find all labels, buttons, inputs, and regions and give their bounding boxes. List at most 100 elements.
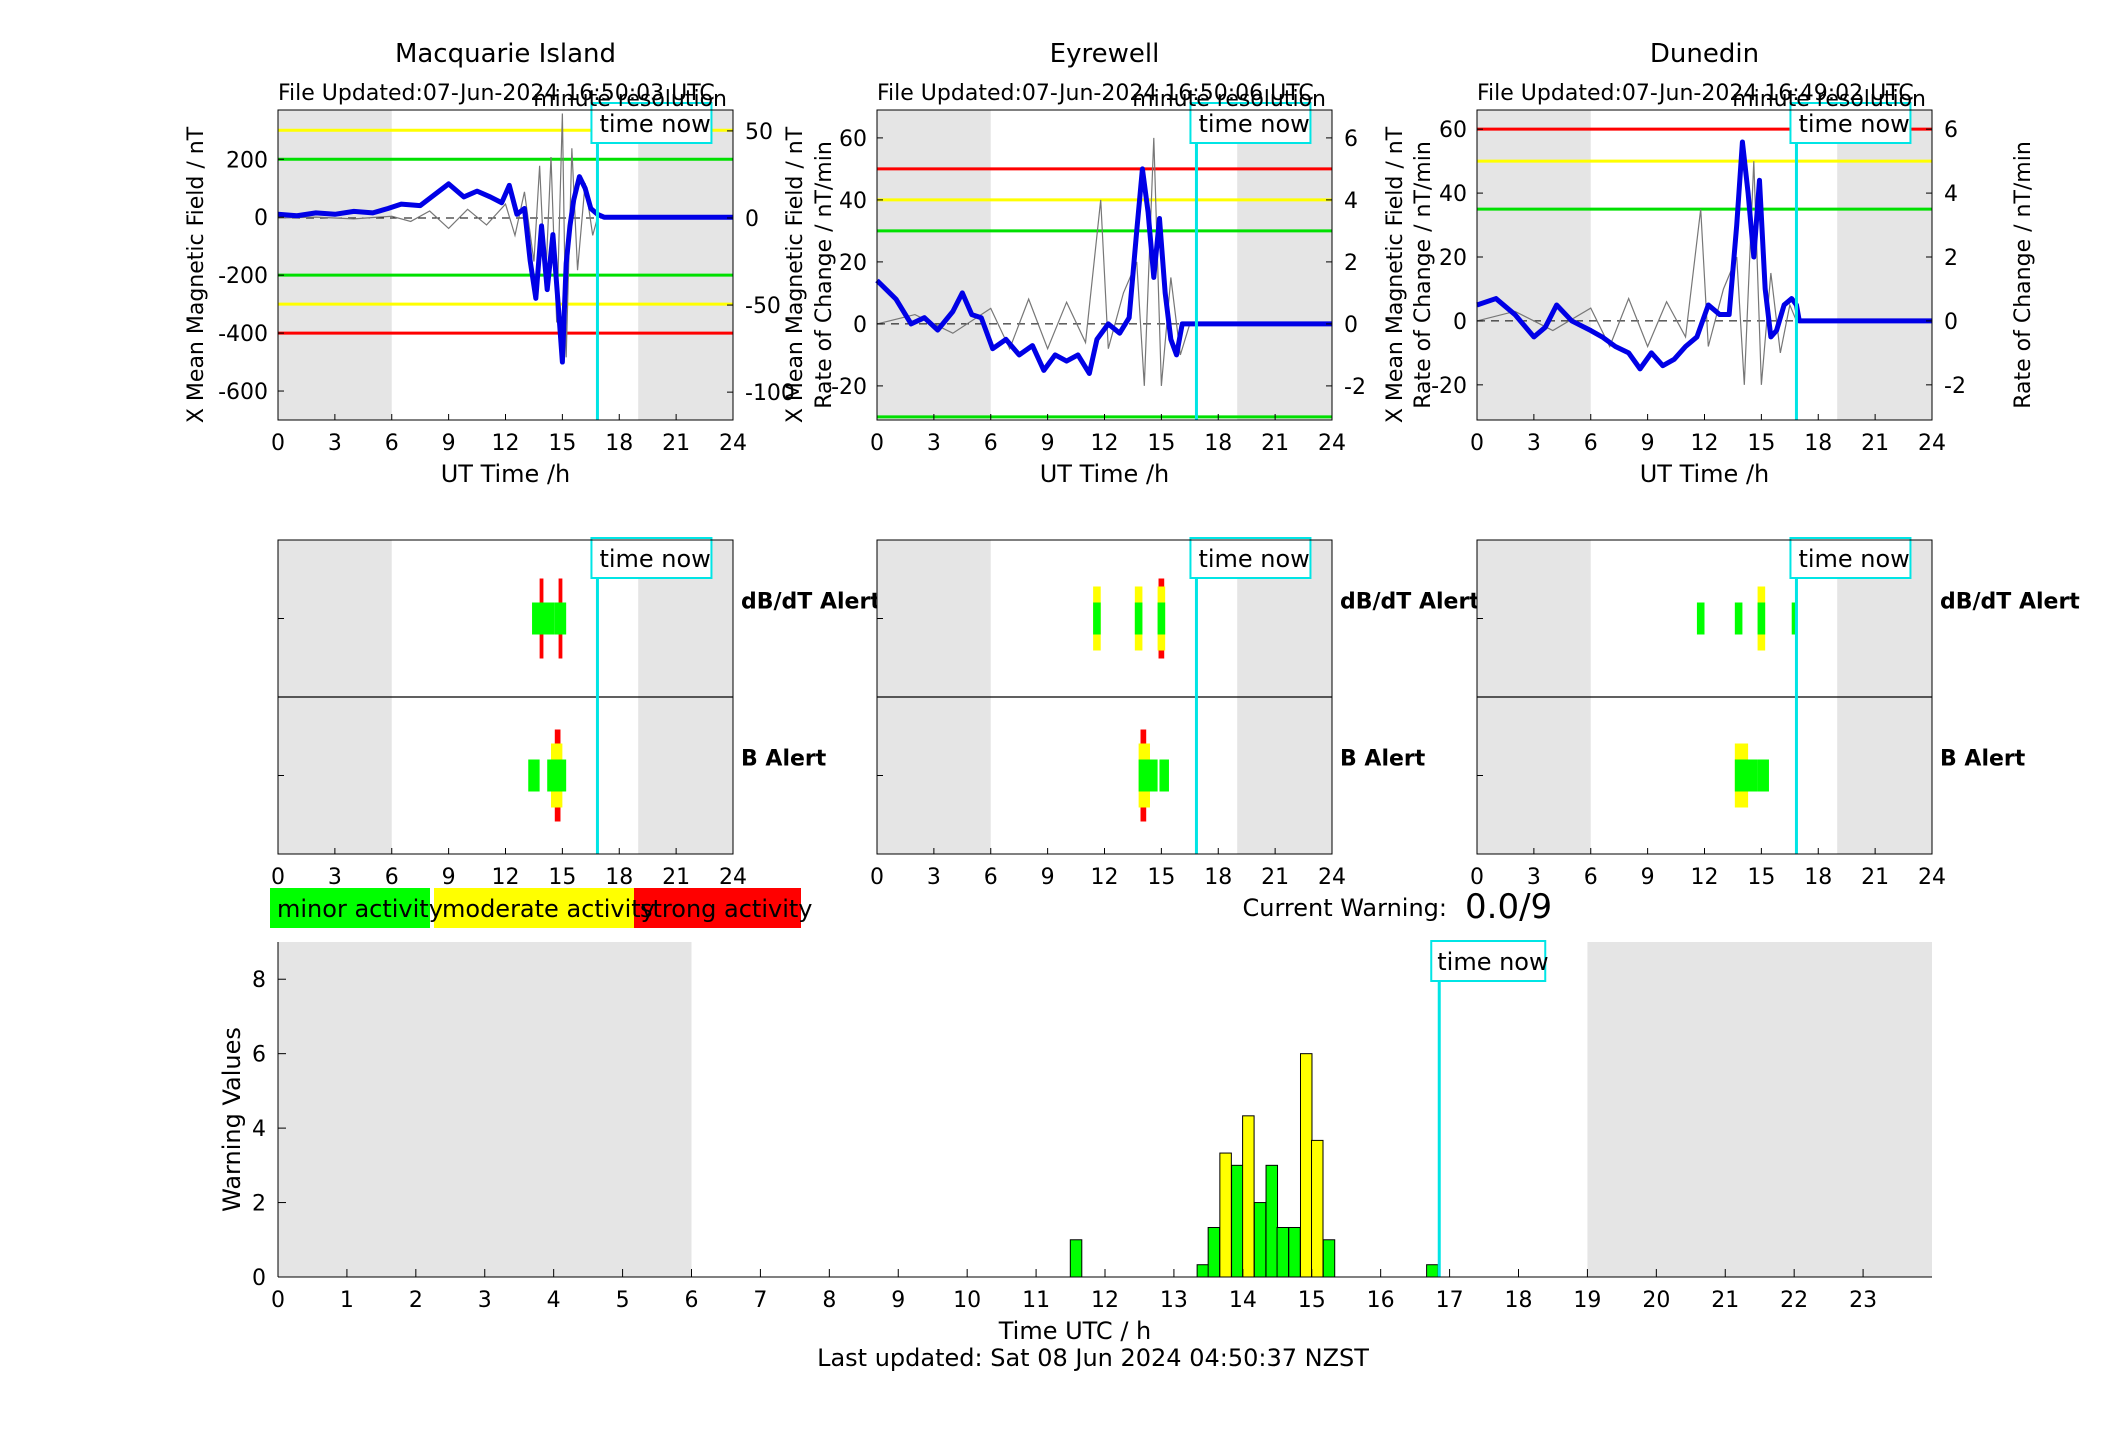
ddt-alert-bar-minor [1757,602,1766,635]
y-right-tick-label: 2 [1344,251,1358,276]
warning-bar [1219,1152,1232,1278]
alert-x-tick-label: 12 [1091,865,1119,890]
x-axis-label: UT Time /h [1040,460,1170,488]
y-right-tick-label: -50 [745,294,781,319]
ddt-alert-bar-minor [554,602,567,635]
x-tick-label: 0 [271,431,285,456]
y-left-tick-label: 0 [254,206,268,231]
summary-x-tick-label: 11 [1022,1288,1050,1313]
ddt-alert-bar-minor [1157,602,1166,635]
warning-bar [1299,1053,1313,1278]
warning-bar [1265,1164,1279,1278]
y-right-tick-label: 6 [1344,127,1358,152]
alert-x-tick-label: 21 [1261,865,1289,890]
resolution-label: minute resolution [533,87,727,112]
y-left-tick-label: 0 [1453,310,1467,335]
summary-night-shade [1587,942,1932,1277]
alert-x-tick-label: 3 [927,865,941,890]
alert-x-tick-label: 24 [719,865,747,890]
y-left-axis-label: X Mean Magnetic Field / nT [783,126,808,423]
x-tick-label: 3 [328,431,342,456]
x-tick-label: 15 [1147,431,1175,456]
b-alert-label: B Alert [1940,747,2026,772]
ddt-alert-bar-minor [1093,602,1101,635]
y-left-tick-label: -400 [218,322,268,347]
night-shade-right [1837,110,1932,420]
summary-y-tick-label: 4 [252,1117,266,1142]
summary-x-tick-label: 17 [1436,1288,1464,1313]
summary-x-tick-label: 21 [1711,1288,1739,1313]
x-tick-label: 12 [1091,431,1119,456]
time-now-label: time now [1198,110,1309,138]
mean-field-series [875,166,1332,376]
x-tick-label: 18 [605,431,633,456]
alert-x-tick-label: 9 [442,865,456,890]
time-now-label: time now [1798,110,1909,138]
alert-x-tick-label: 15 [1747,865,1775,890]
summary-x-tick-label: 4 [547,1288,561,1313]
alert-x-tick-label: 18 [1204,865,1232,890]
legend-swatch-strong [634,888,801,928]
ddt-alert-label: dB/dT Alert [1340,590,1480,615]
alert-x-tick-label: 0 [870,865,884,890]
file-updated: File Updated:07-Jun-2024 16:49:02 UTC [1477,81,1914,106]
rate-of-change-series [1476,161,1798,385]
warning-bar [1288,1226,1301,1278]
x-tick-label: 3 [927,431,941,456]
alert-x-tick-label: 9 [1041,865,1055,890]
ddt-alert-label: dB/dT Alert [741,590,881,615]
summary-x-tick-label: 15 [1298,1288,1326,1313]
x-axis-label: UT Time /h [1640,460,1770,488]
warning-bar [1253,1202,1267,1278]
resolution-label: minute resolution [1132,87,1326,112]
y-left-tick-label: 0 [853,313,867,338]
summary-night-shade [278,942,692,1277]
current-warning-label: Current Warning: [1242,894,1447,922]
warning-bar [1196,1264,1210,1278]
summary-x-tick-label: 8 [822,1288,836,1313]
summary-x-tick-label: 22 [1780,1288,1808,1313]
summary-x-tick-label: 12 [1091,1288,1119,1313]
alert-x-tick-label: 15 [548,865,576,890]
b-alert-bar-minor [547,759,567,792]
summary-time-now-label: time now [1437,948,1548,976]
summary-y-tick-label: 6 [252,1043,266,1068]
ddt-alert-bar-minor [1791,602,1798,635]
x-tick-label: 3 [1527,431,1541,456]
alert-time-now-label: time now [1198,545,1309,573]
ddt-alert-bar-minor [1734,602,1743,635]
y-right-tick-label: 6 [1944,118,1958,143]
b-alert-bar-minor [1734,759,1758,792]
alert-x-tick-label: 6 [984,865,998,890]
y-left-axis-label: X Mean Magnetic Field / nT [1383,126,1408,423]
summary-x-tick-label: 20 [1642,1288,1670,1313]
file-updated: File Updated:07-Jun-2024 16:50:03 UTC [278,81,715,106]
y-left-tick-label: 20 [839,251,867,276]
alert-x-tick-label: 9 [1641,865,1655,890]
y-right-tick-label: -100 [745,381,795,406]
legend-swatch-minor [270,888,430,928]
b-alert-bar-minor [528,759,540,792]
b-alert-bar-minor [1159,759,1169,792]
x-tick-label: 9 [1641,431,1655,456]
x-tick-label: 15 [548,431,576,456]
y-right-tick-label: 0 [1944,310,1958,335]
ddt-alert-bar-minor [1134,602,1143,635]
y-left-tick-label: 60 [1439,118,1467,143]
summary-x-tick-label: 19 [1573,1288,1601,1313]
station-title: Dunedin [1650,39,1759,69]
y-right-tick-label: -2 [1944,374,1966,399]
alert-time-now-label: time now [599,545,710,573]
x-axis-label: UT Time /h [441,460,571,488]
x-tick-label: 18 [1204,431,1232,456]
alert-x-tick-label: 18 [1804,865,1832,890]
alert-x-tick-label: 0 [271,865,285,890]
alert-time-now-label: time now [1798,545,1909,573]
y-right-tick-label: 4 [1344,189,1358,214]
y-right-tick-label: 0 [1344,313,1358,338]
legend-label-minor: minor activity [277,895,443,923]
night-shade-left [877,110,991,420]
summary-time-now-box [1430,940,1547,982]
